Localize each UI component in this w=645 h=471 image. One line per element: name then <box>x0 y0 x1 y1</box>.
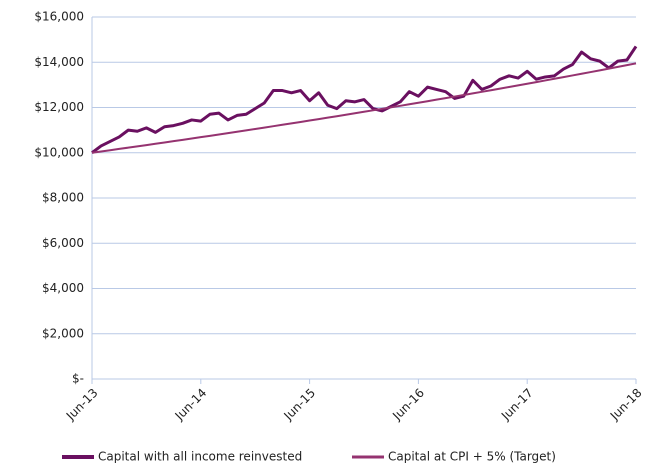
y-tick-label: $10,000 <box>34 145 84 159</box>
series-line <box>91 45 638 154</box>
y-tick-label: $- <box>72 372 84 386</box>
y-tick-label: $4,000 <box>42 281 84 295</box>
legend-label: Capital at CPI + 5% (Target) <box>388 450 556 464</box>
x-tick-label: Jun-16 <box>389 386 427 424</box>
series-line <box>91 62 637 154</box>
y-tick-label: $8,000 <box>42 191 84 205</box>
y-tick-label: $14,000 <box>34 55 84 69</box>
x-tick-label: Jun-18 <box>607 386 645 424</box>
y-tick-label: $12,000 <box>34 100 84 114</box>
x-tick-label: Jun-17 <box>498 386 536 424</box>
legend-label: Capital with all income reinvested <box>98 450 302 464</box>
y-tick-label: $16,000 <box>34 10 84 24</box>
y-tick-label: $2,000 <box>42 326 84 340</box>
y-tick-label: $6,000 <box>42 236 84 250</box>
x-tick-label: Jun-14 <box>172 386 210 424</box>
x-tick-label: Jun-15 <box>280 386 318 424</box>
x-tick-label: Jun-13 <box>63 386 101 424</box>
